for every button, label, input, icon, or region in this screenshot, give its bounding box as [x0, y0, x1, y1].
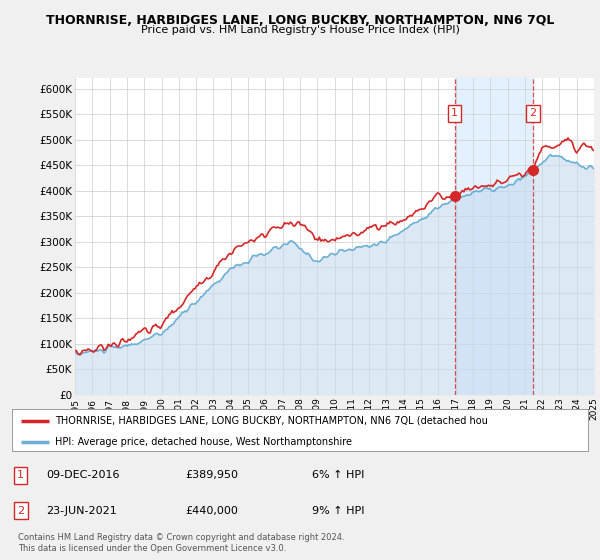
Text: 1: 1: [17, 470, 24, 480]
Text: 6% ↑ HPI: 6% ↑ HPI: [311, 470, 364, 480]
Text: THORNRISE, HARBIDGES LANE, LONG BUCKBY, NORTHAMPTON, NN6 7QL: THORNRISE, HARBIDGES LANE, LONG BUCKBY, …: [46, 14, 554, 27]
Text: 2: 2: [17, 506, 24, 516]
Text: 9% ↑ HPI: 9% ↑ HPI: [311, 506, 364, 516]
Text: 09-DEC-2016: 09-DEC-2016: [47, 470, 120, 480]
Text: £440,000: £440,000: [185, 506, 238, 516]
Text: 2: 2: [530, 108, 536, 118]
Text: £389,950: £389,950: [185, 470, 238, 480]
Text: 1: 1: [451, 108, 458, 118]
Text: Contains HM Land Registry data © Crown copyright and database right 2024.
This d: Contains HM Land Registry data © Crown c…: [18, 533, 344, 553]
Text: 23-JUN-2021: 23-JUN-2021: [47, 506, 118, 516]
Bar: [455, 78, 533, 395]
Text: THORNRISE, HARBIDGES LANE, LONG BUCKBY, NORTHAMPTON, NN6 7QL (detached hou: THORNRISE, HARBIDGES LANE, LONG BUCKBY, …: [55, 416, 488, 426]
Text: HPI: Average price, detached house, West Northamptonshire: HPI: Average price, detached house, West…: [55, 437, 352, 446]
Text: Price paid vs. HM Land Registry's House Price Index (HPI): Price paid vs. HM Land Registry's House …: [140, 25, 460, 35]
